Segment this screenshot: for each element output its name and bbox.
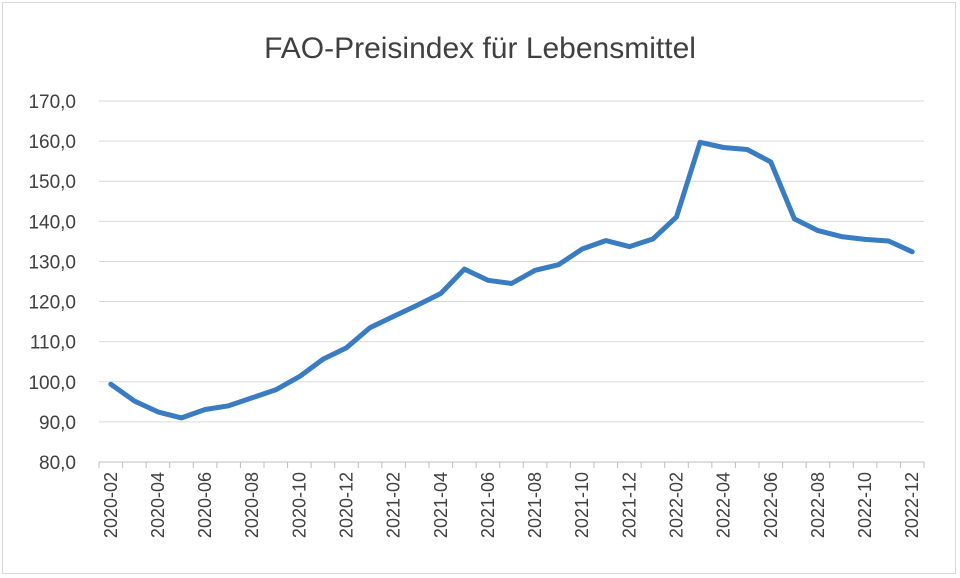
x-tick-label: 2021-06 xyxy=(478,472,498,538)
y-axis-ticks: 80,0 90,0 100,0 110,0 120,0 130,0 140,0 150,0 16… xyxy=(28,92,76,474)
x-tick-label: 2020-06 xyxy=(195,472,215,538)
gridlines xyxy=(99,100,924,423)
x-tick-label: 2022-10 xyxy=(855,472,875,538)
x-tick-label: 2022-02 xyxy=(667,472,687,538)
x-tick-label: 2022-06 xyxy=(761,472,781,538)
y-tick-label: 140,0 xyxy=(28,212,76,233)
x-tick-label: 2020-08 xyxy=(242,472,262,538)
x-tick-label: 2021-10 xyxy=(572,472,592,538)
y-tick-label: 130,0 xyxy=(28,252,76,273)
chart-title: FAO-Preisindex für Lebensmittel xyxy=(264,32,696,65)
y-tick-label: 150,0 xyxy=(28,172,76,193)
y-tick-label: 90,0 xyxy=(39,413,76,434)
x-axis-ticks: 2020-02 2020-04 2020-06 2020-08 2020-10 2020-… xyxy=(98,462,925,538)
x-tick-label: 2020-04 xyxy=(148,472,168,538)
x-tick-label: 2020-12 xyxy=(337,472,357,538)
series-layer xyxy=(108,139,915,421)
x-tick-label: 2022-04 xyxy=(714,472,734,538)
y-tick-label: 120,0 xyxy=(28,293,76,314)
y-tick-label: 170,0 xyxy=(28,92,76,113)
x-tick-label: 2022-12 xyxy=(902,472,922,538)
x-tick-label: 2021-08 xyxy=(525,472,545,538)
x-tick-label: 2020-10 xyxy=(289,472,309,538)
y-tick-label: 160,0 xyxy=(28,132,76,153)
y-tick-label: 80,0 xyxy=(39,453,76,474)
x-tick-label: 2022-08 xyxy=(808,472,828,538)
x-tick-label: 2020-02 xyxy=(101,472,121,538)
y-tick-label: 110,0 xyxy=(30,333,76,354)
x-tick-label: 2021-04 xyxy=(431,472,451,538)
y-tick-label: 100,0 xyxy=(28,373,76,394)
x-tick-label: 2021-12 xyxy=(619,472,639,538)
x-tick-label: 2021-02 xyxy=(384,472,404,538)
series-line xyxy=(108,139,915,421)
